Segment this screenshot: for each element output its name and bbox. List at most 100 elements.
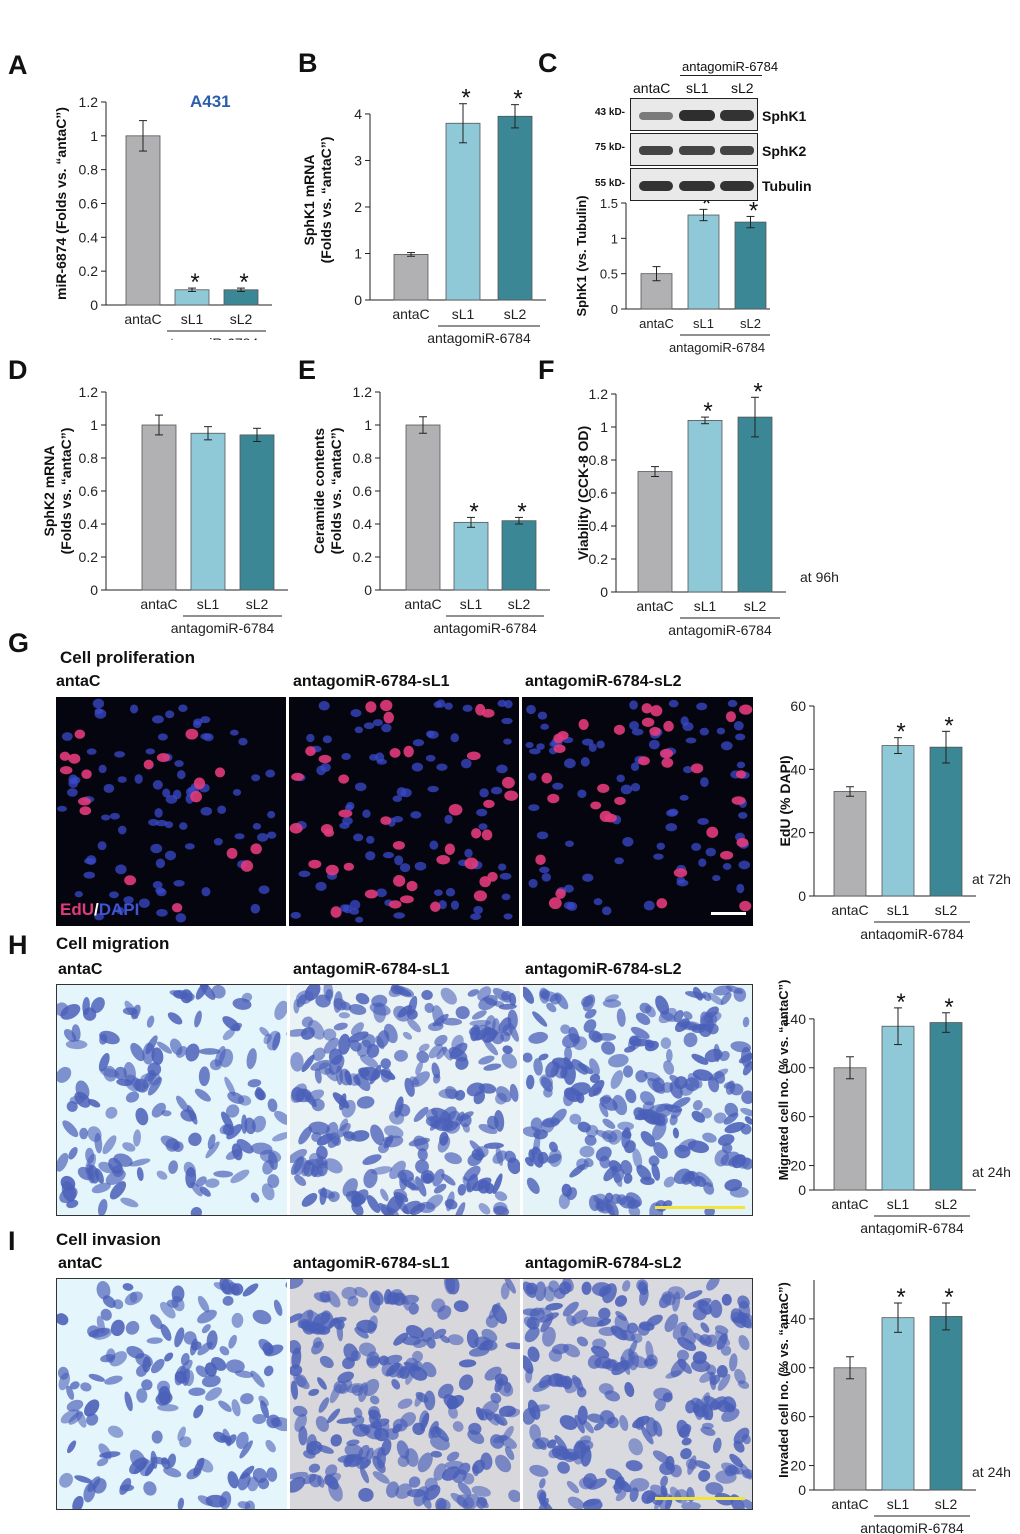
stained-cell <box>359 1424 369 1434</box>
dapi-nucleus <box>476 808 488 817</box>
stained-cell <box>698 1469 711 1482</box>
stained-cell <box>536 1489 547 1502</box>
dapi-nucleus <box>496 764 508 774</box>
edu-nucleus <box>392 840 405 850</box>
stained-cell <box>252 1413 267 1425</box>
stained-cell <box>190 1181 203 1197</box>
stained-cell <box>709 1396 727 1411</box>
group-label: antagomiR-6784 <box>860 1520 964 1534</box>
stained-cell <box>724 1122 746 1134</box>
edu-nucleus <box>74 729 86 739</box>
stained-cell <box>219 1279 232 1295</box>
stained-cell <box>328 1191 340 1203</box>
stained-cell <box>672 1291 681 1312</box>
stained-cell <box>652 1450 670 1464</box>
edu-nucleus <box>535 854 546 865</box>
edu-nucleus <box>143 759 154 770</box>
stained-cell <box>587 1413 604 1423</box>
stained-cell <box>79 1127 89 1140</box>
dapi-nucleus <box>155 819 168 827</box>
stained-cell <box>86 1163 95 1184</box>
stained-cell <box>624 1045 636 1053</box>
edu-nucleus <box>323 828 335 837</box>
edu-nucleus <box>364 889 378 899</box>
category-label: sL1 <box>887 1196 910 1212</box>
stained-cell <box>694 1460 711 1470</box>
stained-cell <box>457 1481 472 1497</box>
stained-cell <box>382 1136 393 1143</box>
stained-cell <box>389 1160 406 1180</box>
stained-cell <box>610 1070 624 1089</box>
stained-cell <box>595 1146 612 1162</box>
stained-cell <box>265 1439 276 1453</box>
stained-cell <box>681 1501 701 1509</box>
stained-cell <box>559 1415 578 1431</box>
image-label-sl2: antagomiR-6784-sL2 <box>525 1255 682 1272</box>
edu-nucleus <box>673 868 688 878</box>
stained-cell <box>494 1191 508 1202</box>
stained-cell <box>705 1364 717 1376</box>
stained-cell <box>446 1191 455 1212</box>
stained-cell <box>744 1116 752 1125</box>
dapi-nucleus <box>306 733 315 743</box>
edu-nucleus <box>557 731 569 740</box>
stained-cell <box>500 1031 511 1042</box>
stained-cell <box>58 1366 69 1380</box>
stained-cell <box>589 1073 601 1084</box>
edu-nucleus <box>597 783 610 794</box>
stained-cell <box>219 1346 230 1356</box>
y-tick-label: 0 <box>90 582 98 598</box>
stained-cell <box>691 1053 709 1065</box>
y-tick-label: 0 <box>354 292 362 308</box>
stained-cell <box>645 1417 658 1437</box>
stained-cell <box>454 1089 466 1101</box>
stained-cell <box>67 1440 77 1454</box>
dapi-nucleus <box>629 700 638 710</box>
stained-cell <box>692 1351 707 1365</box>
category-label: sL1 <box>197 596 220 612</box>
edu-nucleus <box>190 790 203 803</box>
group-label: antagomiR-6784 <box>427 330 531 346</box>
edu-nucleus <box>406 880 418 892</box>
stained-cell <box>451 1034 464 1051</box>
significance-marker: * <box>513 86 522 113</box>
dapi-nucleus <box>115 864 127 875</box>
stained-cell <box>453 1300 469 1313</box>
stained-cell <box>141 1379 153 1391</box>
panel-label-c: C <box>538 48 558 78</box>
stained-cell <box>444 1152 462 1165</box>
stained-cell <box>491 1304 508 1324</box>
dapi-nucleus <box>152 715 164 724</box>
bar <box>501 520 537 591</box>
edu-nucleus <box>663 720 674 732</box>
dapi-nucleus <box>365 851 376 861</box>
stained-cell <box>577 1121 591 1133</box>
stained-cell <box>644 1005 656 1018</box>
y-tick-label: 0.2 <box>79 549 99 565</box>
stained-cell <box>613 1476 625 1494</box>
dapi-nucleus <box>631 728 644 736</box>
stained-cell <box>539 1478 546 1489</box>
stained-cell <box>394 1049 408 1062</box>
dapi-nucleus <box>155 858 166 869</box>
stained-cell <box>553 1287 566 1300</box>
stained-cell <box>500 1282 510 1300</box>
stained-cell <box>267 1098 278 1112</box>
stained-cell <box>98 1053 110 1072</box>
bar <box>239 434 275 591</box>
stained-cell <box>685 1458 698 1470</box>
dapi-nucleus <box>490 786 503 795</box>
edu-nucleus <box>614 796 626 805</box>
stained-cell <box>640 1130 656 1147</box>
chart-b: 0 1 2 3 4 antaC * sL1 * sL2 antagomiR-6784 SphK1 mR… <box>301 85 546 346</box>
stained-cell <box>630 1026 650 1039</box>
stained-cell <box>641 1426 654 1445</box>
stained-cell <box>589 1058 600 1076</box>
stained-cell <box>112 1299 124 1310</box>
stained-cell <box>741 1090 752 1104</box>
stained-cell <box>520 1355 534 1374</box>
edu-nucleus <box>436 855 451 865</box>
band <box>720 110 754 121</box>
dapi-nucleus <box>138 898 150 909</box>
dapi-nucleus <box>349 899 361 910</box>
